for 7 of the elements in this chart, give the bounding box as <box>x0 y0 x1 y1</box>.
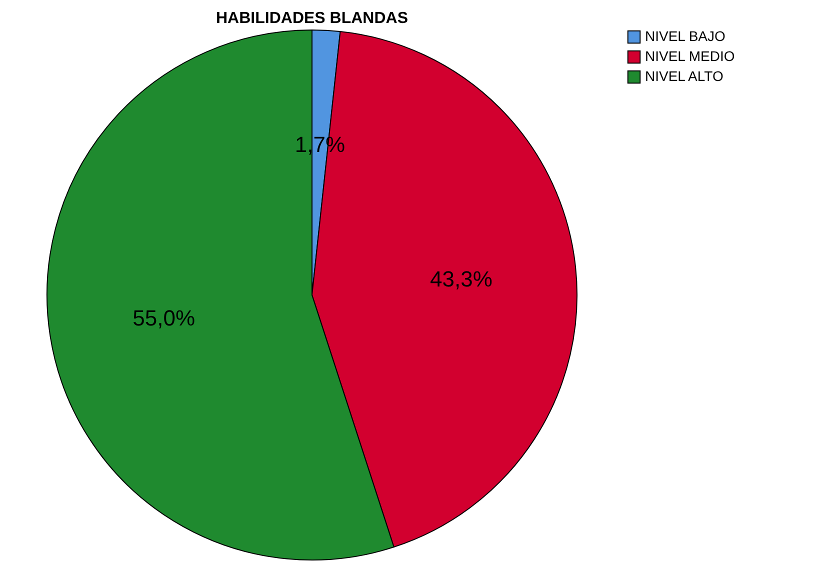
data-label: 43,3% <box>430 266 492 292</box>
legend-label: NIVEL BAJO <box>645 28 726 44</box>
data-label: 55,0% <box>132 305 196 330</box>
data-label: 1,7% <box>294 132 346 158</box>
legend-label: NIVEL MEDIO <box>645 48 735 64</box>
chart-title: HABILIDADES BLANDAS <box>216 10 408 27</box>
legend-label: NIVEL ALTO <box>645 68 724 84</box>
